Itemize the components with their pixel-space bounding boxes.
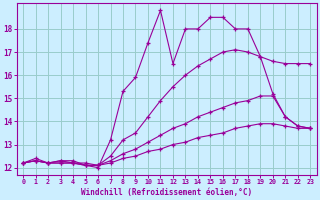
X-axis label: Windchill (Refroidissement éolien,°C): Windchill (Refroidissement éolien,°C) xyxy=(81,188,252,197)
